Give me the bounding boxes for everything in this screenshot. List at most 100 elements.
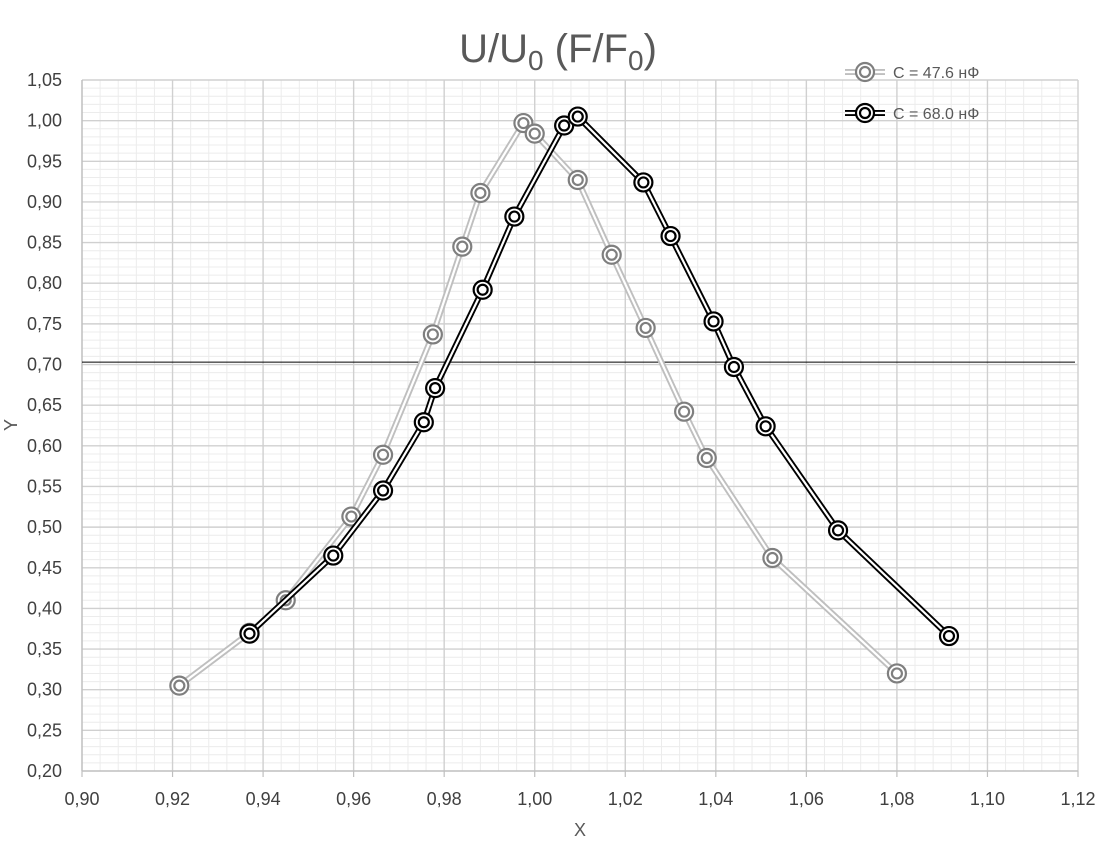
series-2-point-inner-ring — [327, 549, 340, 562]
x-tick-label: 1,00 — [517, 789, 552, 809]
series-1-point — [762, 547, 783, 569]
y-tick-label: 0,40 — [27, 598, 62, 618]
legend: C = 47.6 нФ C = 68.0 нФ — [845, 61, 979, 124]
x-tick-label: 0,92 — [155, 789, 190, 809]
title-mid: (F/F — [544, 27, 628, 71]
series-2-point-inner-ring — [429, 382, 442, 395]
y-tick-label: 0,35 — [27, 639, 62, 659]
series-2-point — [633, 172, 654, 193]
y-tick-label: 0,65 — [27, 395, 62, 415]
series-1-point — [452, 236, 473, 257]
legend-item-1-marker — [854, 61, 876, 83]
series-1-point-inner-ring — [517, 116, 530, 130]
series-2-point-inner-ring — [417, 416, 430, 429]
x-tick-labels: 0,90 0,92 0,94 0,96 0,98 1,00 1,02 1,04 1,06 1,08… — [64, 789, 1095, 809]
series-1-point — [422, 324, 443, 345]
series-1-point — [601, 244, 622, 265]
x-tick-label: 1,08 — [879, 789, 914, 809]
series-1-point-inner-ring — [456, 240, 469, 253]
series-2-point-inner-ring — [727, 360, 741, 374]
series-2-point — [938, 625, 960, 647]
y-tick-label: 0,75 — [27, 314, 62, 334]
legend-item-2: C = 68.0 нФ — [845, 102, 979, 124]
x-tick-label: 1,06 — [789, 789, 824, 809]
series-2-point — [703, 311, 724, 332]
legend-label: C = 68.0 нФ — [893, 106, 979, 123]
series-2-point — [372, 480, 394, 501]
series-2-point-inner-ring — [558, 119, 571, 132]
series-2-point — [827, 520, 849, 541]
series-1-point-inner-ring — [890, 667, 904, 680]
series-1-point-inner-ring — [345, 510, 358, 523]
series-2-point-inner-ring — [759, 420, 772, 433]
x-tick-label: 0,96 — [336, 789, 371, 809]
y-tick-label: 0,45 — [27, 558, 62, 578]
axes — [81, 80, 1079, 777]
series-2-point-inner-ring — [942, 629, 956, 643]
y-tick-label: 0,85 — [27, 233, 62, 253]
series-2-point — [323, 545, 344, 566]
series-2-point-inner-ring — [571, 110, 584, 123]
y-tick-labels: 0,20 0,25 0,30 0,35 0,40 0,45 0,50 0,55 0,60 0,65… — [27, 70, 62, 781]
chart-title: U/U0 (F/F0) — [459, 27, 657, 76]
series-1-point-inner-ring — [639, 321, 652, 335]
title-sub1: 0 — [528, 45, 544, 76]
series-1-point-inner-ring — [426, 328, 439, 341]
series-1-point-inner-ring — [173, 679, 186, 692]
series-2-point-inner-ring — [508, 210, 521, 223]
x-tick-label: 0,98 — [427, 789, 462, 809]
series-2-point — [413, 412, 434, 433]
series-2-point — [660, 225, 681, 247]
y-tick-label: 0,55 — [27, 476, 62, 496]
series-1-point-inner-ring — [528, 127, 541, 140]
series-1-point-inner-ring — [700, 451, 713, 465]
series-2-point-inner-ring — [707, 315, 720, 328]
series-1-point-inner-ring — [571, 173, 584, 187]
x-tick-label: 0,94 — [246, 789, 281, 809]
y-tick-label: 0,25 — [27, 720, 62, 740]
legend-item-1: C = 47.6 нФ — [845, 61, 979, 83]
x-axis-title: X — [574, 820, 586, 840]
x-tick-label: 1,02 — [608, 789, 643, 809]
series-1-point — [169, 675, 190, 696]
series-2-point-inner-ring — [831, 524, 845, 537]
title-end: ) — [644, 27, 657, 71]
x-tick-label: 1,12 — [1060, 789, 1095, 809]
legend-item-2-marker — [854, 102, 876, 124]
series-1-point — [372, 444, 394, 465]
y-tick-label: 1,05 — [27, 70, 62, 90]
series-1-point — [524, 123, 545, 144]
y-tick-label: 0,90 — [27, 192, 62, 212]
series-2-point-inner-ring — [476, 283, 489, 296]
x-tick-label: 1,10 — [970, 789, 1005, 809]
series-1-point-inner-ring — [678, 405, 691, 418]
title-sub2: 0 — [628, 45, 644, 76]
y-tick-label: 0,60 — [27, 436, 62, 456]
series-2-point — [472, 279, 493, 300]
series-1-point-inner-ring — [376, 448, 390, 461]
series-2-point — [239, 623, 260, 644]
y-axis-title: Y — [1, 419, 21, 431]
series-1-point — [674, 401, 695, 422]
y-tick-label: 0,70 — [27, 355, 62, 375]
y-tick-label: 0,95 — [27, 151, 62, 171]
series-1 — [169, 112, 908, 696]
series-2-point-inner-ring — [664, 229, 677, 243]
series-2-point — [755, 416, 776, 437]
series-2-point-inner-ring — [376, 484, 390, 497]
series-1-point — [567, 169, 588, 191]
y-tick-label: 0,50 — [27, 517, 62, 537]
series-2 — [239, 106, 960, 647]
series-2-point — [723, 356, 745, 378]
series-2-point — [567, 106, 588, 127]
series-1-point — [635, 317, 656, 339]
series-1-point-inner-ring — [766, 551, 779, 565]
series-2-point-inner-ring — [243, 627, 256, 640]
x-tick-label: 0,90 — [64, 789, 99, 809]
series-2-point — [504, 206, 525, 227]
legend-item-2-marker-inner-ring — [858, 106, 872, 120]
x-tick-label: 1,04 — [698, 789, 733, 809]
legend-label: C = 47.6 нФ — [893, 65, 979, 82]
legend-item-1-marker-inner-ring — [858, 65, 872, 79]
